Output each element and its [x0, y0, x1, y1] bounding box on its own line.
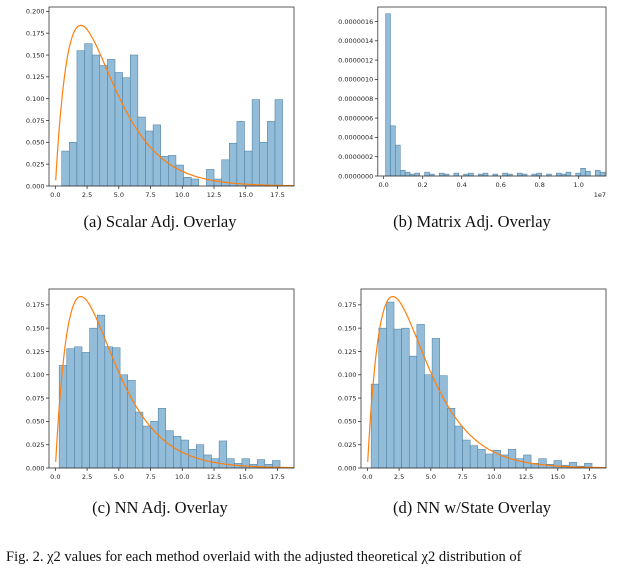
svg-text:0.025: 0.025	[26, 441, 45, 449]
svg-text:0.0000010: 0.0000010	[338, 76, 373, 84]
chart-matrix-adj-overlay: 0.0 0.2 0.4 0.6 0.8 1.0 0.0000000 0.0000002 0.00…	[332, 2, 612, 202]
chart-nn-adj-overlay: 0.0 2.5 5.0 7.5 10.0 12.5 15.0 17.5 0.000 0.025 0.…	[20, 284, 300, 484]
svg-text:0.125: 0.125	[26, 348, 45, 356]
svg-text:0.4: 0.4	[456, 181, 466, 189]
svg-text:10.0: 10.0	[175, 473, 189, 481]
svg-text:0.0000004: 0.0000004	[338, 134, 373, 142]
svg-text:0.125: 0.125	[26, 73, 45, 81]
svg-text:0.150: 0.150	[338, 324, 357, 332]
svg-text:0.050: 0.050	[26, 418, 45, 426]
svg-text:1.0: 1.0	[574, 181, 584, 189]
svg-text:10.0: 10.0	[175, 191, 189, 199]
svg-text:0.8: 0.8	[535, 181, 545, 189]
svg-text:12.5: 12.5	[519, 473, 533, 481]
svg-text:0.175: 0.175	[338, 301, 357, 309]
chart-scalar-adj-overlay: 0.0 2.5 5.0 7.5 10.0 12.5 15.0 17.5 0.000 0.025 0.…	[20, 2, 300, 202]
svg-text:0.075: 0.075	[26, 394, 45, 402]
svg-text:2.5: 2.5	[82, 191, 92, 199]
svg-text:0.050: 0.050	[338, 418, 357, 426]
svg-text:0.0: 0.0	[378, 181, 388, 189]
svg-text:5.0: 5.0	[114, 191, 124, 199]
svg-text:0.125: 0.125	[338, 348, 357, 356]
svg-text:0.000: 0.000	[26, 464, 45, 472]
svg-text:0.0000000: 0.0000000	[338, 172, 373, 180]
svg-text:5.0: 5.0	[114, 473, 124, 481]
svg-text:0.050: 0.050	[26, 139, 45, 147]
svg-text:0.025: 0.025	[26, 160, 45, 168]
svg-text:2.5: 2.5	[394, 473, 404, 481]
svg-text:7.5: 7.5	[145, 191, 155, 199]
svg-text:0.075: 0.075	[26, 117, 45, 125]
subcaption-a: (a) Scalar Adj. Overlay	[83, 212, 237, 231]
figure-caption: Fig. 2. χ2 values for each method overla…	[6, 549, 522, 565]
svg-text:17.5: 17.5	[270, 191, 284, 199]
svg-text:0.2: 0.2	[417, 181, 427, 189]
svg-text:0.150: 0.150	[26, 51, 45, 59]
subcaption-c: (c) NN Adj. Overlay	[92, 498, 228, 517]
svg-text:0.0000006: 0.0000006	[338, 114, 373, 122]
svg-text:0.175: 0.175	[26, 301, 45, 309]
subcaption-d: (d) NN w/State Overlay	[392, 498, 552, 517]
plot-matrix-adj-overlay: 0.0 0.2 0.4 0.6 0.8 1.0 0.0000000 0.0000002 0.00…	[332, 2, 612, 202]
svg-text:0.0000002: 0.0000002	[338, 153, 373, 161]
plot-nn-adj-overlay: 0.0 2.5 5.0 7.5 10.0 12.5 15.0 17.5 0.000 0.025 0.…	[20, 284, 300, 484]
svg-text:15.0: 15.0	[551, 473, 565, 481]
chart-nn-wstate-overlay: 0.0 2.5 5.0 7.5 10.0 12.5 15.0 17.5 0.000 0.025 0.…	[332, 284, 612, 484]
svg-text:17.5: 17.5	[270, 473, 284, 481]
svg-text:0.0: 0.0	[50, 191, 60, 199]
svg-text:15.0: 15.0	[239, 191, 253, 199]
plot-nn-wstate-overlay: 0.0 2.5 5.0 7.5 10.0 12.5 15.0 17.5 0.000 0.025 0.…	[332, 284, 612, 484]
svg-text:0.200: 0.200	[26, 8, 45, 16]
plot-scalar-adj-overlay: 0.0 2.5 5.0 7.5 10.0 12.5 15.0 17.5 0.000 0.025 0.…	[20, 2, 300, 202]
svg-text:0.0000012: 0.0000012	[338, 56, 373, 64]
svg-text:0.075: 0.075	[338, 394, 357, 402]
svg-text:12.5: 12.5	[207, 191, 221, 199]
svg-text:0.0: 0.0	[50, 473, 60, 481]
svg-text:0.025: 0.025	[338, 441, 357, 449]
svg-text:0.0000014: 0.0000014	[338, 37, 373, 45]
svg-text:0.0000008: 0.0000008	[338, 95, 373, 103]
svg-text:7.5: 7.5	[145, 473, 155, 481]
svg-text:12.5: 12.5	[207, 473, 221, 481]
svg-text:0.100: 0.100	[338, 371, 357, 379]
svg-text:15.0: 15.0	[239, 473, 253, 481]
svg-text:0.000: 0.000	[338, 464, 357, 472]
svg-text:10.0: 10.0	[487, 473, 501, 481]
svg-text:0.100: 0.100	[26, 95, 45, 103]
svg-text:5.0: 5.0	[426, 473, 436, 481]
svg-text:7.5: 7.5	[457, 473, 467, 481]
subcaption-b: (b) Matrix Adj. Overlay	[393, 212, 551, 231]
svg-text:0.0000016: 0.0000016	[338, 18, 373, 26]
svg-text:2.5: 2.5	[82, 473, 92, 481]
svg-text:0.000: 0.000	[26, 182, 45, 190]
svg-text:1e7: 1e7	[594, 191, 606, 199]
svg-text:0.175: 0.175	[26, 29, 45, 37]
svg-text:0.100: 0.100	[26, 371, 45, 379]
svg-text:0.0: 0.0	[362, 473, 372, 481]
svg-text:0.6: 0.6	[496, 181, 506, 189]
svg-text:17.5: 17.5	[582, 473, 596, 481]
svg-text:0.150: 0.150	[26, 324, 45, 332]
